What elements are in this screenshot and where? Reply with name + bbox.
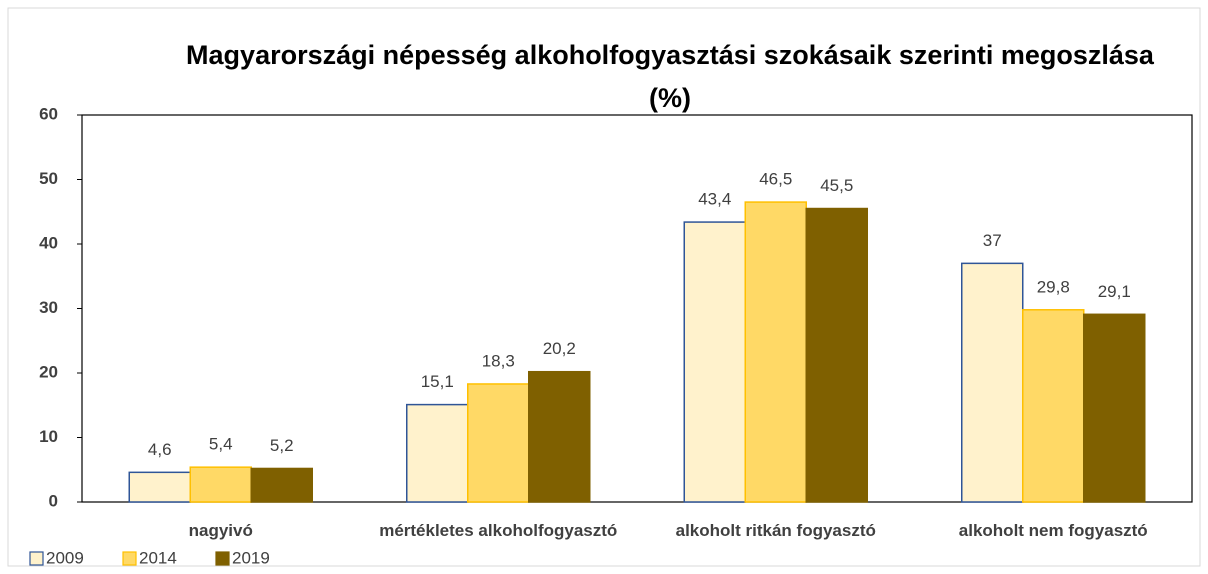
data-label: 5,2: [270, 436, 294, 455]
chart-title: Magyarországi népesség alkoholfogyasztás…: [186, 40, 1154, 113]
bar: [1083, 313, 1146, 503]
data-label: 20,2: [543, 339, 576, 358]
y-tick-label: 30: [39, 298, 58, 317]
bar: [1022, 309, 1085, 503]
x-tick-label: nagyivó: [188, 521, 253, 540]
legend-swatch: [29, 551, 44, 566]
y-tick-label: 10: [39, 427, 58, 446]
legend-swatch: [122, 551, 137, 566]
x-tick-label: alkoholt nem fogyasztó: [958, 521, 1148, 540]
y-tick-label: 0: [49, 491, 58, 510]
plot-frame: [81, 114, 1193, 503]
x-tick-label: alkoholt ritkán fogyasztó: [675, 521, 876, 540]
data-label: 37: [983, 231, 1002, 250]
data-label: 5,4: [209, 435, 233, 454]
legend-label: 2014: [139, 548, 177, 567]
y-tick-label: 40: [39, 233, 58, 252]
bar: [189, 466, 252, 503]
bar: [683, 221, 746, 503]
bar: [467, 383, 530, 503]
legend-swatch: [215, 551, 230, 566]
data-label: 45,5: [820, 176, 853, 195]
data-label: 15,1: [421, 372, 454, 391]
bar: [744, 201, 807, 503]
data-label: 29,8: [1037, 277, 1070, 296]
data-label: 46,5: [759, 170, 792, 189]
data-label: 18,3: [482, 351, 515, 370]
data-label: 29,1: [1098, 282, 1131, 301]
legend-label: 2009: [46, 548, 84, 567]
y-tick-label: 20: [39, 362, 58, 381]
bar: [805, 207, 868, 503]
bar: [528, 370, 591, 503]
data-label: 43,4: [698, 190, 731, 209]
bar: [250, 467, 313, 503]
x-tick-label: mértékletes alkoholfogyasztó: [379, 521, 618, 540]
y-tick-label: 50: [39, 169, 58, 188]
y-tick-label: 60: [39, 104, 58, 123]
legend-label: 2019: [232, 548, 270, 567]
bar: [961, 262, 1024, 503]
bar: [128, 471, 191, 503]
data-label: 4,6: [148, 440, 172, 459]
bar: [406, 403, 469, 503]
